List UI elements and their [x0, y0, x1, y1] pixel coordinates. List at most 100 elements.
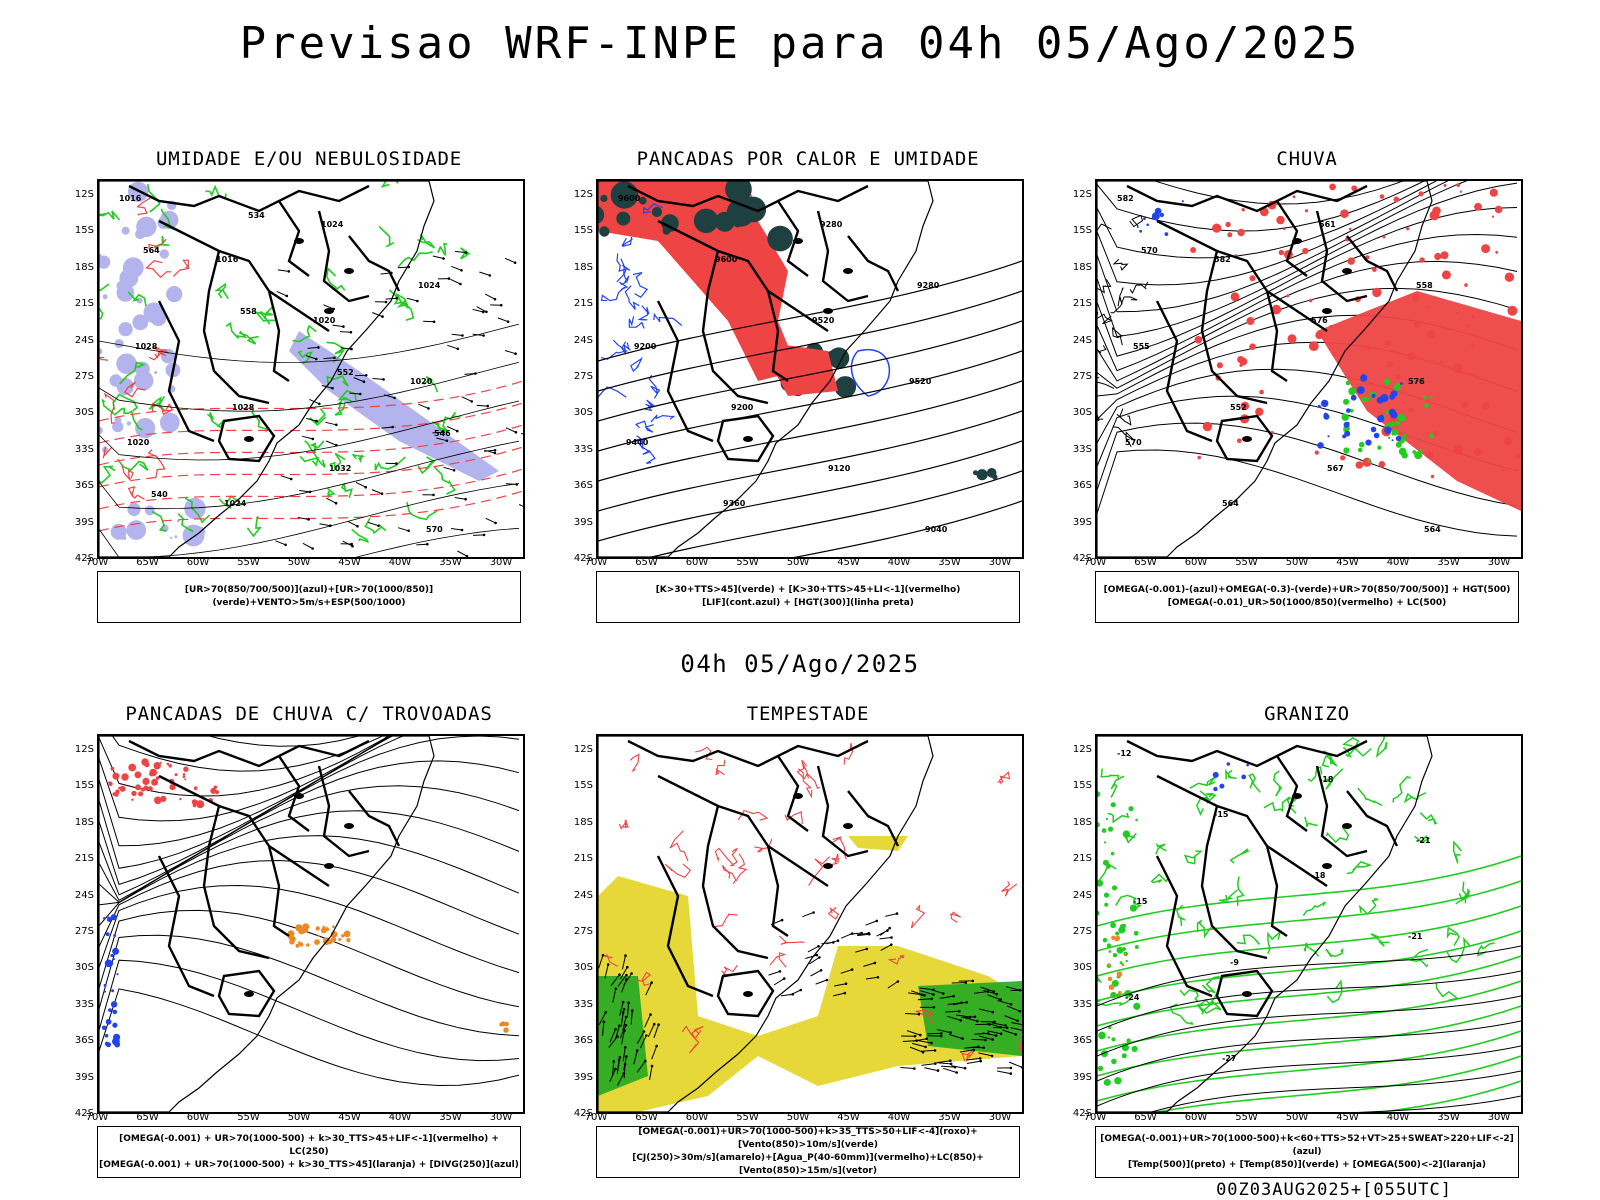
lon-label: 40W: [1386, 557, 1410, 568]
lon-label: 45W: [837, 557, 860, 568]
lon-label: 65W: [1134, 1112, 1157, 1123]
lon-label: 45W: [1336, 1112, 1359, 1123]
lon-label: 50W: [786, 1112, 810, 1123]
lat-label: 42S: [1072, 553, 1092, 564]
lat-label: 42S: [74, 1108, 94, 1119]
lat-label: 30S: [1072, 407, 1092, 419]
lat-label: 15S: [74, 225, 94, 237]
contour-label: 546: [434, 429, 451, 438]
lon-label: 30W: [1487, 1112, 1511, 1123]
lon-label: 55W: [1235, 1112, 1258, 1123]
lon-label: 65W: [635, 1112, 658, 1123]
legend-line: [OMEGA(-0.001) + UR>70(1000-500) + k>30_…: [119, 1133, 499, 1157]
lat-label: 12S: [573, 744, 593, 755]
contour-label: 552: [1230, 403, 1247, 412]
lat-label: 21S: [573, 853, 593, 865]
lat-label: 27S: [74, 926, 94, 937]
contour-label: -18: [1319, 775, 1334, 784]
lon-label: 45W: [338, 557, 361, 568]
contour-label: 1028: [135, 342, 158, 351]
map-canvas: 9600 9600 9520 9520 9440 9360 9280 9280 9200 9200…: [598, 181, 1022, 557]
lat-label: 33S: [1072, 443, 1092, 455]
lat-label: 30S: [573, 407, 593, 419]
lon-label: 30W: [988, 557, 1012, 568]
lat-label: 27S: [573, 371, 593, 382]
lat-label: 18S: [74, 816, 94, 828]
lon-label: 35W: [938, 1112, 961, 1123]
legend-line: [LIF](cont.azul) + [HGT(300)](linha pret…: [702, 598, 914, 608]
lat-label: 36S: [1072, 1035, 1092, 1047]
map-umidade: 1016 1016 1020 1020 1020 1024 1024 1024 1028 1028…: [97, 179, 525, 559]
contour-label: 1020: [313, 316, 336, 325]
contour-label: 570: [1125, 438, 1142, 447]
contour-label: 1028: [232, 403, 255, 412]
contour-label: 576: [1408, 377, 1425, 386]
map-pancadas-calor: 9600 9600 9520 9520 9440 9360 9280 9280 9200 9200…: [596, 179, 1024, 559]
lon-label: 70W: [1083, 557, 1107, 568]
lat-label: 24S: [74, 889, 94, 901]
lat-label: 18S: [74, 261, 94, 273]
lon-label: 35W: [1437, 1112, 1460, 1123]
contour-label: 9600: [618, 194, 641, 203]
lat-label: 42S: [74, 553, 94, 564]
contour-label: 9200: [731, 403, 754, 412]
lat-label: 39S: [74, 1071, 94, 1083]
contour-label: -18: [1311, 871, 1326, 880]
lat-label: 21S: [573, 298, 593, 310]
lat-label: 15S: [1072, 780, 1092, 792]
lat-label: 24S: [1072, 334, 1092, 346]
legend-box: [K>30+TTS>45](verde) + [K>30+TTS>45+LI<-…: [596, 571, 1020, 623]
lat-label: 33S: [74, 443, 94, 455]
map-chuva: 582 582 576 576 570 564 561 558 555 552 567 564 570: [1095, 179, 1523, 559]
map-tempestade: [596, 734, 1024, 1114]
map-canvas: [598, 736, 1022, 1112]
panel-title: GRANIZO: [1264, 703, 1350, 725]
lat-label: 12S: [74, 744, 94, 755]
lat-label: 27S: [74, 371, 94, 382]
contour-label: 1032: [329, 464, 351, 473]
map-trovoadas: [97, 734, 525, 1114]
legend-line: [UR>70(850/700/500)](azul)+[UR>70(1000/8…: [184, 585, 434, 608]
legend-box: [OMEGA(-0.001)+UR>70(1000-500)+k<60+TTS>…: [1095, 1126, 1519, 1178]
contour-label: 552: [337, 368, 354, 377]
contour-label: 561: [1319, 220, 1336, 229]
lat-label: 30S: [1072, 962, 1092, 974]
lon-label: 50W: [1285, 557, 1309, 568]
panel-title: UMIDADE E/OU NEBULOSIDADE: [156, 148, 462, 170]
contour-label: 1020: [127, 438, 150, 447]
lat-label: 24S: [74, 334, 94, 346]
lat-label: 36S: [74, 1035, 94, 1047]
contour-label: 534: [248, 211, 265, 220]
lon-label: 40W: [887, 1112, 911, 1123]
lon-label: 55W: [237, 557, 260, 568]
lat-label: 36S: [74, 480, 94, 492]
contour-label: 9280: [820, 220, 843, 229]
contour-label: 9200: [634, 342, 657, 351]
run-footer: 00Z03AUG2025+[055UTC]: [1216, 1180, 1452, 1200]
contour-label: 582: [1117, 194, 1134, 203]
lon-label: 35W: [439, 557, 462, 568]
lon-label: 60W: [1184, 557, 1208, 568]
lat-label: 18S: [573, 816, 593, 828]
lon-label: 65W: [136, 557, 159, 568]
lon-label: 50W: [287, 557, 311, 568]
lat-label: 42S: [1072, 1108, 1092, 1119]
contour-label: 582: [1214, 255, 1231, 264]
contour-label: 540: [151, 490, 168, 499]
lon-label: 30W: [988, 1112, 1012, 1123]
lat-label: 15S: [573, 225, 593, 237]
contour-label: 558: [240, 307, 257, 316]
legend-line: [CJ(250)>30m/s](amarelo)+[Agua_P(40-60mm…: [632, 1153, 984, 1176]
lon-label: 55W: [736, 1112, 759, 1123]
lat-label: 21S: [74, 298, 94, 310]
lon-label: 60W: [685, 557, 709, 568]
lat-label: 39S: [74, 516, 94, 528]
lat-label: 12S: [1072, 189, 1092, 200]
contour-label: 576: [1311, 316, 1328, 325]
contour-label: -12: [1117, 749, 1131, 758]
contour-label: -24: [1125, 993, 1140, 1002]
legend-line: [OMEGA(-0.001)-(azul)+OMEGA(-0.3)-(verde…: [1103, 585, 1511, 595]
lon-label: 65W: [635, 557, 658, 568]
legend-box: [OMEGA(-0.001)-(azul)+OMEGA(-0.3)-(verde…: [1095, 571, 1519, 623]
